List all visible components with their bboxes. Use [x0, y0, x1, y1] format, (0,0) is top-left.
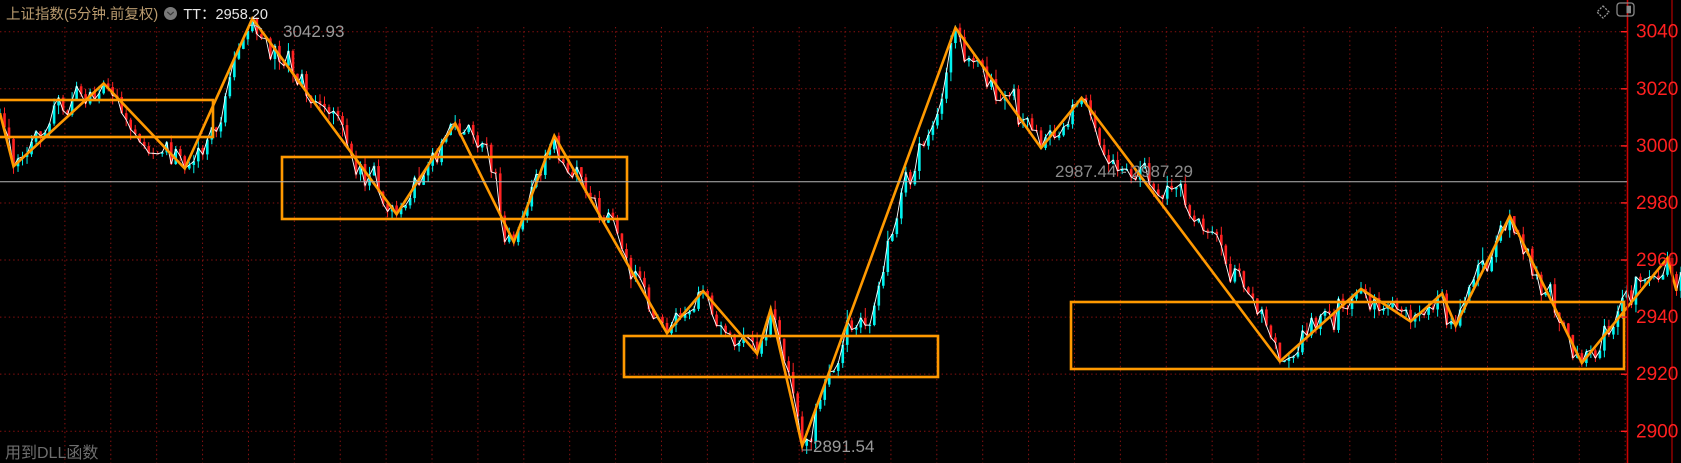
svg-text:用到DLL函数: 用到DLL函数 — [5, 444, 98, 462]
svg-text:3000: 3000 — [1636, 136, 1678, 157]
svg-text:3020: 3020 — [1636, 79, 1678, 100]
svg-text:3042.93: 3042.93 — [283, 22, 344, 41]
svg-text:2940: 2940 — [1636, 307, 1678, 328]
svg-text:2920: 2920 — [1636, 364, 1678, 385]
svg-text:3040: 3040 — [1636, 22, 1678, 43]
svg-text:2900: 2900 — [1636, 421, 1678, 442]
svg-text:2960: 2960 — [1636, 250, 1678, 271]
svg-text:2980: 2980 — [1636, 193, 1678, 214]
svg-text:2891.54: 2891.54 — [813, 437, 874, 456]
svg-text:2987.44 - 2987.29: 2987.44 - 2987.29 — [1055, 162, 1193, 181]
